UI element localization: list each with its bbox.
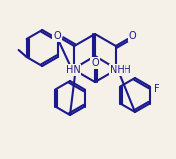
Text: NH: NH [116,65,131,75]
Text: NH: NH [110,65,124,75]
Text: O: O [53,31,61,41]
Text: HN: HN [66,65,80,75]
Text: F: F [154,83,159,93]
Text: O: O [91,58,99,68]
Text: O: O [129,31,137,41]
Text: N: N [65,65,73,75]
